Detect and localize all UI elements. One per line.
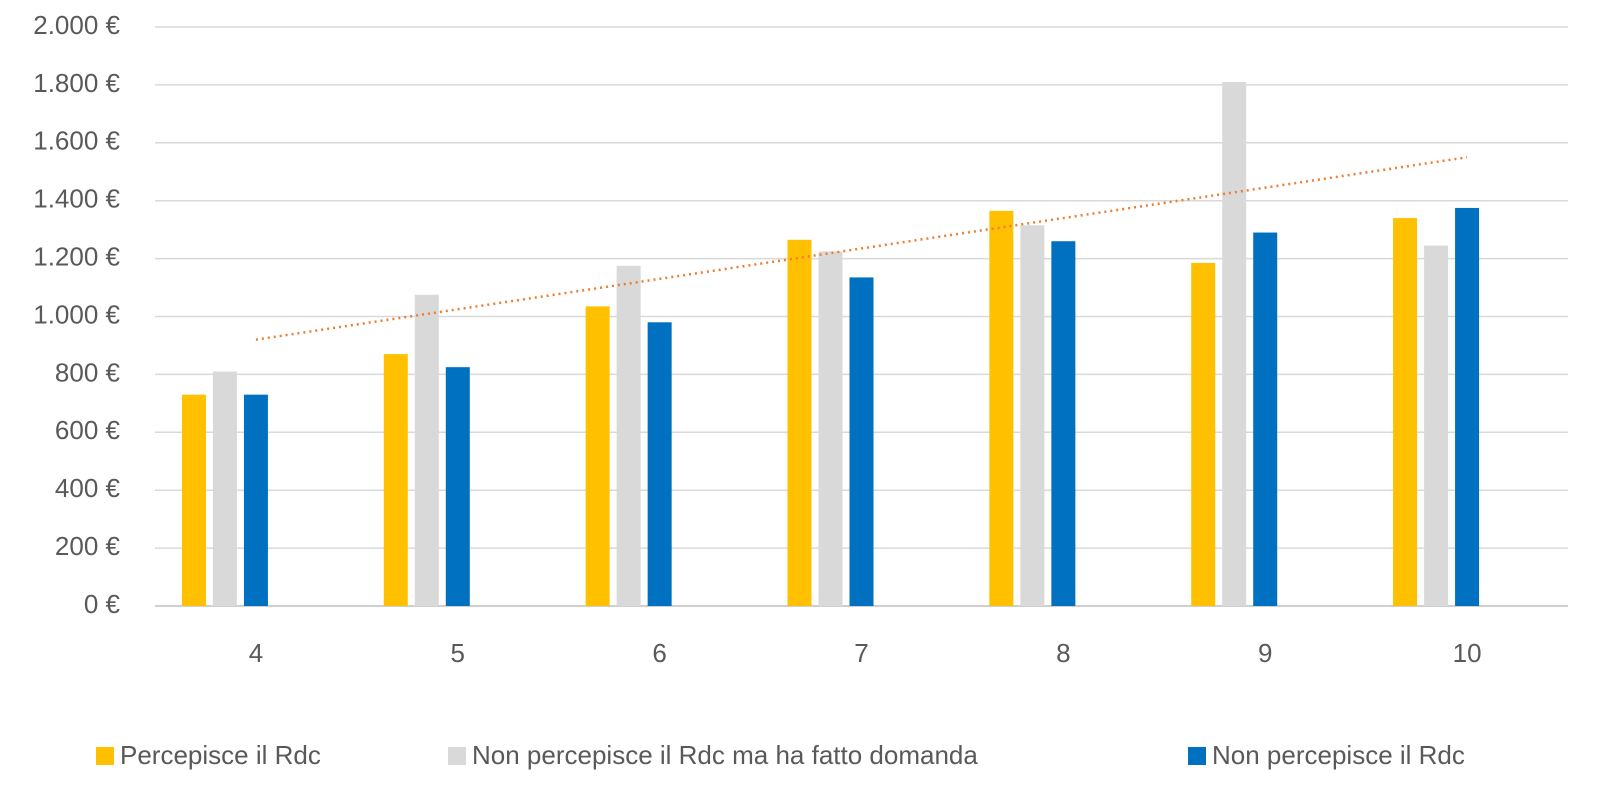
bar [616,265,641,606]
bar [1222,82,1247,606]
bar [849,277,874,606]
legend-label: Non percepisce il Rdc ma ha fatto domand… [472,740,978,770]
bar [1253,232,1278,607]
bar [1191,262,1216,606]
y-tick-label: 1.200 € [33,241,120,271]
trendline [255,156,1468,341]
bar [181,394,206,606]
y-tick-label: 400 € [55,473,121,503]
bar [383,354,408,606]
x-tick-label: 5 [451,638,465,668]
x-tick-label: 6 [652,638,666,668]
x-tick-label: 9 [1258,638,1272,668]
bar [787,239,812,606]
legend-label: Non percepisce il Rdc [1212,740,1465,770]
bar [585,306,610,606]
y-tick-label: 600 € [55,415,121,445]
y-tick-label: 1.800 € [33,68,120,98]
bar [1020,225,1045,606]
bar [1424,245,1449,606]
y-tick-label: 0 € [84,589,121,619]
bar [1455,207,1480,606]
x-tick-label: 10 [1453,638,1482,668]
y-tick-label: 1.000 € [33,299,120,329]
legend-label: Percepisce il Rdc [120,740,321,770]
bar [1051,241,1076,607]
bar [647,322,672,606]
legend-swatch [448,747,466,765]
x-tick-label: 7 [854,638,868,668]
x-tick-label: 4 [249,638,263,668]
y-tick-label: 2.000 € [33,10,120,40]
legend-swatch [1188,747,1206,765]
y-tick-label: 200 € [55,531,121,561]
bar [445,367,470,606]
y-tick-label: 800 € [55,357,121,387]
y-tick-label: 1.400 € [33,184,120,214]
x-tick-label: 8 [1056,638,1070,668]
bar [1393,218,1418,606]
bar [243,394,268,606]
bar [989,210,1014,606]
bar [212,371,237,606]
legend-swatch [96,747,114,765]
bar [414,294,439,606]
y-tick-label: 1.600 € [33,126,120,156]
bar [818,251,843,607]
